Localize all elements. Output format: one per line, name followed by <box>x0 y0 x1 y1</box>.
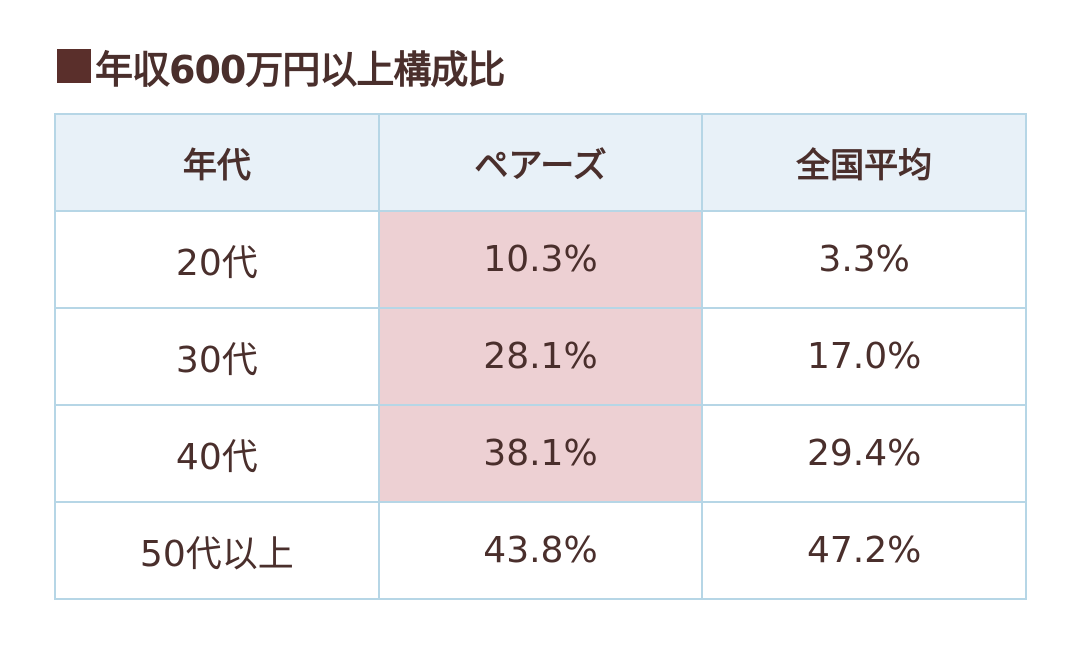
cell-national: 3.3% <box>701 210 1027 309</box>
cell-national: 17.0% <box>701 307 1027 406</box>
heading-title: 年収600万円以上構成比 <box>95 47 505 92</box>
header-national: 全国平均 <box>701 113 1027 212</box>
cell-national: 47.2% <box>701 501 1027 600</box>
section-heading: 年収600万円以上構成比 <box>57 40 505 92</box>
table-row: 50代以上 43.8% 47.2% <box>54 501 1027 600</box>
cell-pairs: 10.3% <box>377 210 704 309</box>
cell-pairs: 43.8% <box>377 501 704 600</box>
cell-pairs: 28.1% <box>377 307 704 406</box>
table-row: 30代 28.1% 17.0% <box>54 307 1027 406</box>
header-pairs: ペアーズ <box>377 113 704 212</box>
square-bullet-icon <box>57 49 91 83</box>
cell-age: 40代 <box>54 404 380 503</box>
cell-age: 50代以上 <box>54 501 380 600</box>
cell-age: 30代 <box>54 307 380 406</box>
table-row: 40代 38.1% 29.4% <box>54 404 1027 503</box>
cell-pairs: 38.1% <box>377 404 704 503</box>
header-age: 年代 <box>54 113 380 212</box>
table-row: 20代 10.3% 3.3% <box>54 210 1027 309</box>
cell-national: 29.4% <box>701 404 1027 503</box>
cell-age: 20代 <box>54 210 380 309</box>
table-header-row: 年代 ペアーズ 全国平均 <box>54 113 1027 212</box>
income-ratio-table: 年代 ペアーズ 全国平均 20代 10.3% 3.3% 30代 28.1% 17… <box>54 113 1027 600</box>
